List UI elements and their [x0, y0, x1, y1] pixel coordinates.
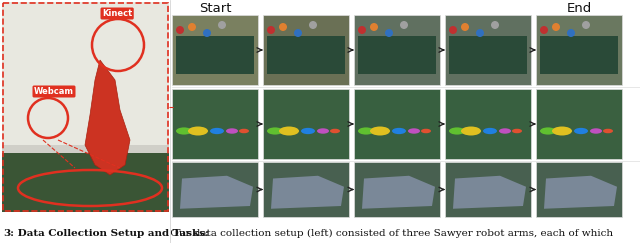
Circle shape: [370, 23, 378, 31]
Ellipse shape: [449, 127, 465, 135]
Bar: [2, 153, 169, 212]
Ellipse shape: [540, 127, 556, 135]
Ellipse shape: [370, 127, 390, 136]
Circle shape: [294, 29, 302, 37]
Circle shape: [552, 23, 560, 31]
Ellipse shape: [421, 129, 431, 133]
Ellipse shape: [603, 129, 613, 133]
Bar: [445, 15, 531, 85]
Bar: [536, 15, 622, 85]
Circle shape: [449, 26, 457, 34]
Bar: [172, 89, 258, 159]
Circle shape: [267, 26, 275, 34]
Bar: [445, 162, 531, 217]
Ellipse shape: [267, 127, 283, 135]
Bar: [3, 3, 168, 211]
Circle shape: [218, 21, 226, 29]
Circle shape: [188, 23, 196, 31]
Ellipse shape: [176, 127, 192, 135]
Bar: [263, 15, 349, 85]
Circle shape: [400, 21, 408, 29]
Ellipse shape: [552, 127, 572, 136]
Circle shape: [358, 26, 366, 34]
Bar: [536, 89, 622, 159]
Bar: [172, 162, 258, 217]
Bar: [540, 36, 618, 75]
Text: Kinect: Kinect: [102, 9, 132, 18]
Ellipse shape: [210, 128, 224, 134]
Circle shape: [567, 29, 575, 37]
Bar: [2, 2, 169, 145]
Ellipse shape: [512, 129, 522, 133]
Bar: [449, 36, 527, 75]
Ellipse shape: [226, 128, 238, 134]
Ellipse shape: [483, 128, 497, 134]
Bar: [172, 15, 258, 85]
Circle shape: [203, 29, 211, 37]
Ellipse shape: [330, 129, 340, 133]
Polygon shape: [180, 176, 253, 209]
Circle shape: [476, 29, 484, 37]
Circle shape: [176, 26, 184, 34]
Text: Start: Start: [199, 2, 231, 16]
Polygon shape: [544, 176, 617, 209]
Ellipse shape: [461, 127, 481, 136]
Bar: [354, 162, 440, 217]
Bar: [263, 162, 349, 217]
Polygon shape: [271, 176, 344, 209]
Ellipse shape: [590, 128, 602, 134]
Bar: [536, 162, 622, 217]
Text: Our data collection setup (left) consisted of three Sawyer robot arms, each of w: Our data collection setup (left) consist…: [167, 228, 613, 238]
Ellipse shape: [188, 127, 208, 136]
Circle shape: [461, 23, 469, 31]
Circle shape: [309, 21, 317, 29]
Bar: [354, 15, 440, 85]
Bar: [358, 36, 436, 75]
Ellipse shape: [499, 128, 511, 134]
Ellipse shape: [317, 128, 329, 134]
Text: End: End: [566, 2, 591, 16]
Ellipse shape: [301, 128, 315, 134]
Text: Data Collection Setup and Tasks:: Data Collection Setup and Tasks:: [14, 228, 209, 237]
Ellipse shape: [408, 128, 420, 134]
Text: 3:: 3:: [3, 228, 14, 237]
Ellipse shape: [392, 128, 406, 134]
Polygon shape: [453, 176, 526, 209]
Ellipse shape: [239, 129, 249, 133]
Bar: [445, 89, 531, 159]
Ellipse shape: [358, 127, 374, 135]
Ellipse shape: [574, 128, 588, 134]
Circle shape: [540, 26, 548, 34]
Circle shape: [491, 21, 499, 29]
Text: Webcam: Webcam: [34, 87, 74, 96]
Bar: [2, 2, 169, 212]
Bar: [176, 36, 254, 75]
Circle shape: [385, 29, 393, 37]
Polygon shape: [85, 60, 130, 175]
Circle shape: [582, 21, 590, 29]
Circle shape: [279, 23, 287, 31]
Bar: [354, 89, 440, 159]
Polygon shape: [362, 176, 435, 209]
Bar: [263, 89, 349, 159]
Ellipse shape: [279, 127, 299, 136]
Bar: [267, 36, 345, 75]
